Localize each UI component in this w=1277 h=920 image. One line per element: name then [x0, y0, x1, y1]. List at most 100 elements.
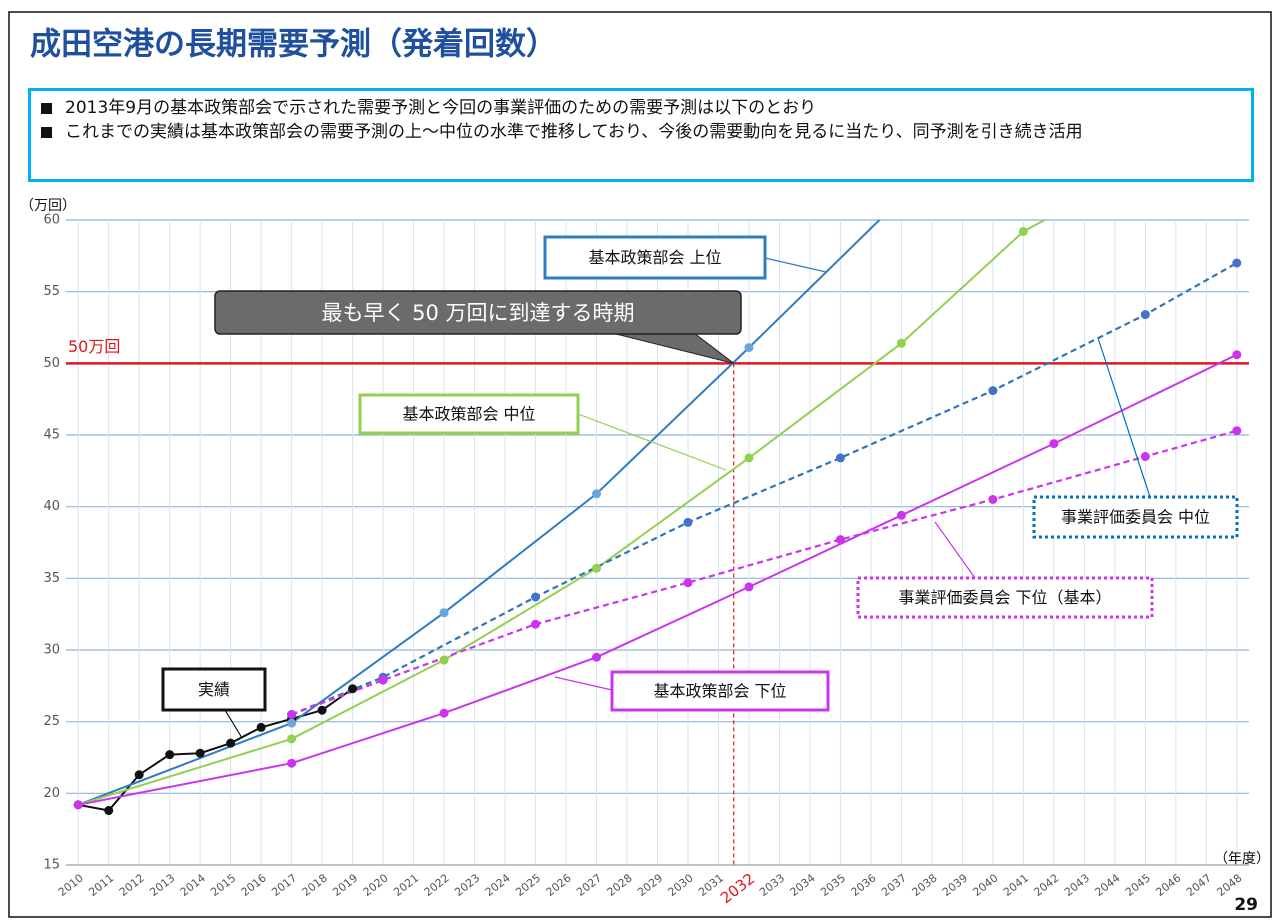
leader-line	[577, 413, 727, 471]
series-line	[77, 220, 881, 806]
y-tick-label: 45	[43, 428, 60, 443]
point	[1049, 439, 1059, 449]
x-tick-label: 2022	[422, 871, 452, 898]
bullet: これまでの実績は基本政策部会の需要予測の上～中位の水準で推移しており、今後の需要…	[41, 121, 1241, 145]
series-line	[78, 687, 354, 812]
point	[988, 386, 998, 396]
point	[1140, 452, 1150, 461]
legend-box	[161, 667, 267, 712]
point	[744, 343, 754, 353]
callout-box	[214, 290, 742, 335]
x-tick-label: 2011	[86, 871, 116, 898]
page-number: 29	[1234, 895, 1258, 915]
x-tick-label: 2042	[1031, 871, 1061, 898]
y-tick-label: 40	[43, 499, 60, 514]
series-line	[78, 353, 1238, 806]
reference-label: 50万回	[68, 337, 120, 356]
y-tick-label: 25	[43, 714, 60, 729]
legend-box	[543, 235, 767, 280]
point	[287, 710, 297, 719]
point	[165, 750, 175, 760]
x-axis-label: （年度）	[1214, 851, 1270, 867]
point	[896, 338, 906, 348]
y-tick-label: 20	[43, 786, 60, 801]
legend-label: 事業評価委員会 下位（基本）	[898, 588, 1111, 607]
x-tick-label: 2044	[1092, 871, 1122, 898]
x-tick-label: 2036	[849, 871, 879, 898]
x-tick-label: 2021	[391, 871, 421, 898]
x-tick-label: 2039	[940, 871, 970, 898]
x-tick-label: 2033	[757, 871, 787, 898]
y-tick-label: 50	[43, 356, 60, 371]
x-tick-label: 2030	[666, 871, 696, 898]
point	[531, 592, 541, 602]
point	[988, 495, 998, 504]
frame	[8, 11, 1272, 918]
callout-pointer	[599, 329, 735, 364]
x-tick-label: 2038	[910, 871, 940, 898]
x-tick-label: 2010	[56, 871, 86, 898]
x-tick-label: 2014	[178, 871, 208, 898]
x-tick-label: 2024	[483, 871, 513, 898]
x-tick-label: 2032	[717, 870, 758, 908]
point	[104, 806, 114, 816]
y-tick-label: 60	[43, 213, 60, 228]
point	[287, 734, 297, 744]
x-tick-label: 2041	[1001, 871, 1031, 898]
legend-box	[1032, 495, 1239, 539]
point	[744, 582, 754, 592]
point	[195, 748, 205, 758]
point	[896, 510, 906, 520]
page-title: 成田空港の長期需要予測（発着回数）	[30, 27, 557, 63]
x-tick-label: 2027	[574, 871, 604, 898]
leader-line	[1097, 337, 1151, 498]
x-tick-label: 2023	[452, 871, 482, 898]
point	[1018, 226, 1028, 236]
x-tick-label: 2015	[208, 871, 238, 898]
bullet: 2013年9月の基本政策部会で示された需要予測と今回の事業評価のための需要予測は…	[41, 97, 1241, 121]
point	[1232, 426, 1242, 436]
point	[683, 578, 693, 588]
point	[439, 608, 449, 618]
point	[134, 770, 144, 780]
y-axis-label: （万回）	[20, 198, 76, 214]
legend-label: 基本政策部会 下位	[653, 682, 786, 701]
x-tick-label: 2025	[513, 871, 543, 898]
point	[683, 517, 693, 527]
x-tick-label: 2017	[269, 871, 299, 898]
point	[1140, 310, 1150, 320]
point	[835, 453, 845, 463]
legend-label: 事業評価委員会 中位	[1061, 508, 1210, 527]
x-tick-label: 2012	[117, 871, 147, 898]
x-tick-label: 2016	[239, 871, 269, 898]
x-tick-label: 2046	[1153, 871, 1183, 898]
x-tick-label: 2034	[788, 871, 818, 898]
point	[592, 489, 602, 499]
series-line	[291, 262, 1238, 716]
point	[348, 684, 358, 694]
leader-line	[224, 709, 243, 739]
legend-label: 実績	[198, 680, 230, 699]
x-tick-label: 2035	[818, 871, 848, 898]
point	[287, 718, 297, 728]
y-tick-label: 30	[43, 643, 60, 658]
series-line	[291, 429, 1238, 716]
point	[835, 535, 845, 545]
point	[439, 708, 449, 718]
point	[592, 563, 602, 573]
legend-box	[358, 393, 580, 435]
point	[592, 652, 602, 662]
x-tick-label: 2045	[1123, 871, 1153, 898]
x-tick-label: 2040	[971, 871, 1001, 898]
x-tick-label: 2020	[361, 871, 391, 898]
leader-line	[554, 676, 613, 691]
leader-line	[934, 521, 976, 579]
point	[1232, 258, 1242, 268]
bullet-box: 2013年9月の基本政策部会で示された需要予測と今回の事業評価のための需要予測は…	[28, 88, 1254, 182]
point	[256, 722, 266, 732]
point	[287, 758, 297, 768]
x-tick-label: 2019	[330, 871, 360, 898]
x-tick-label: 2047	[1184, 871, 1214, 898]
